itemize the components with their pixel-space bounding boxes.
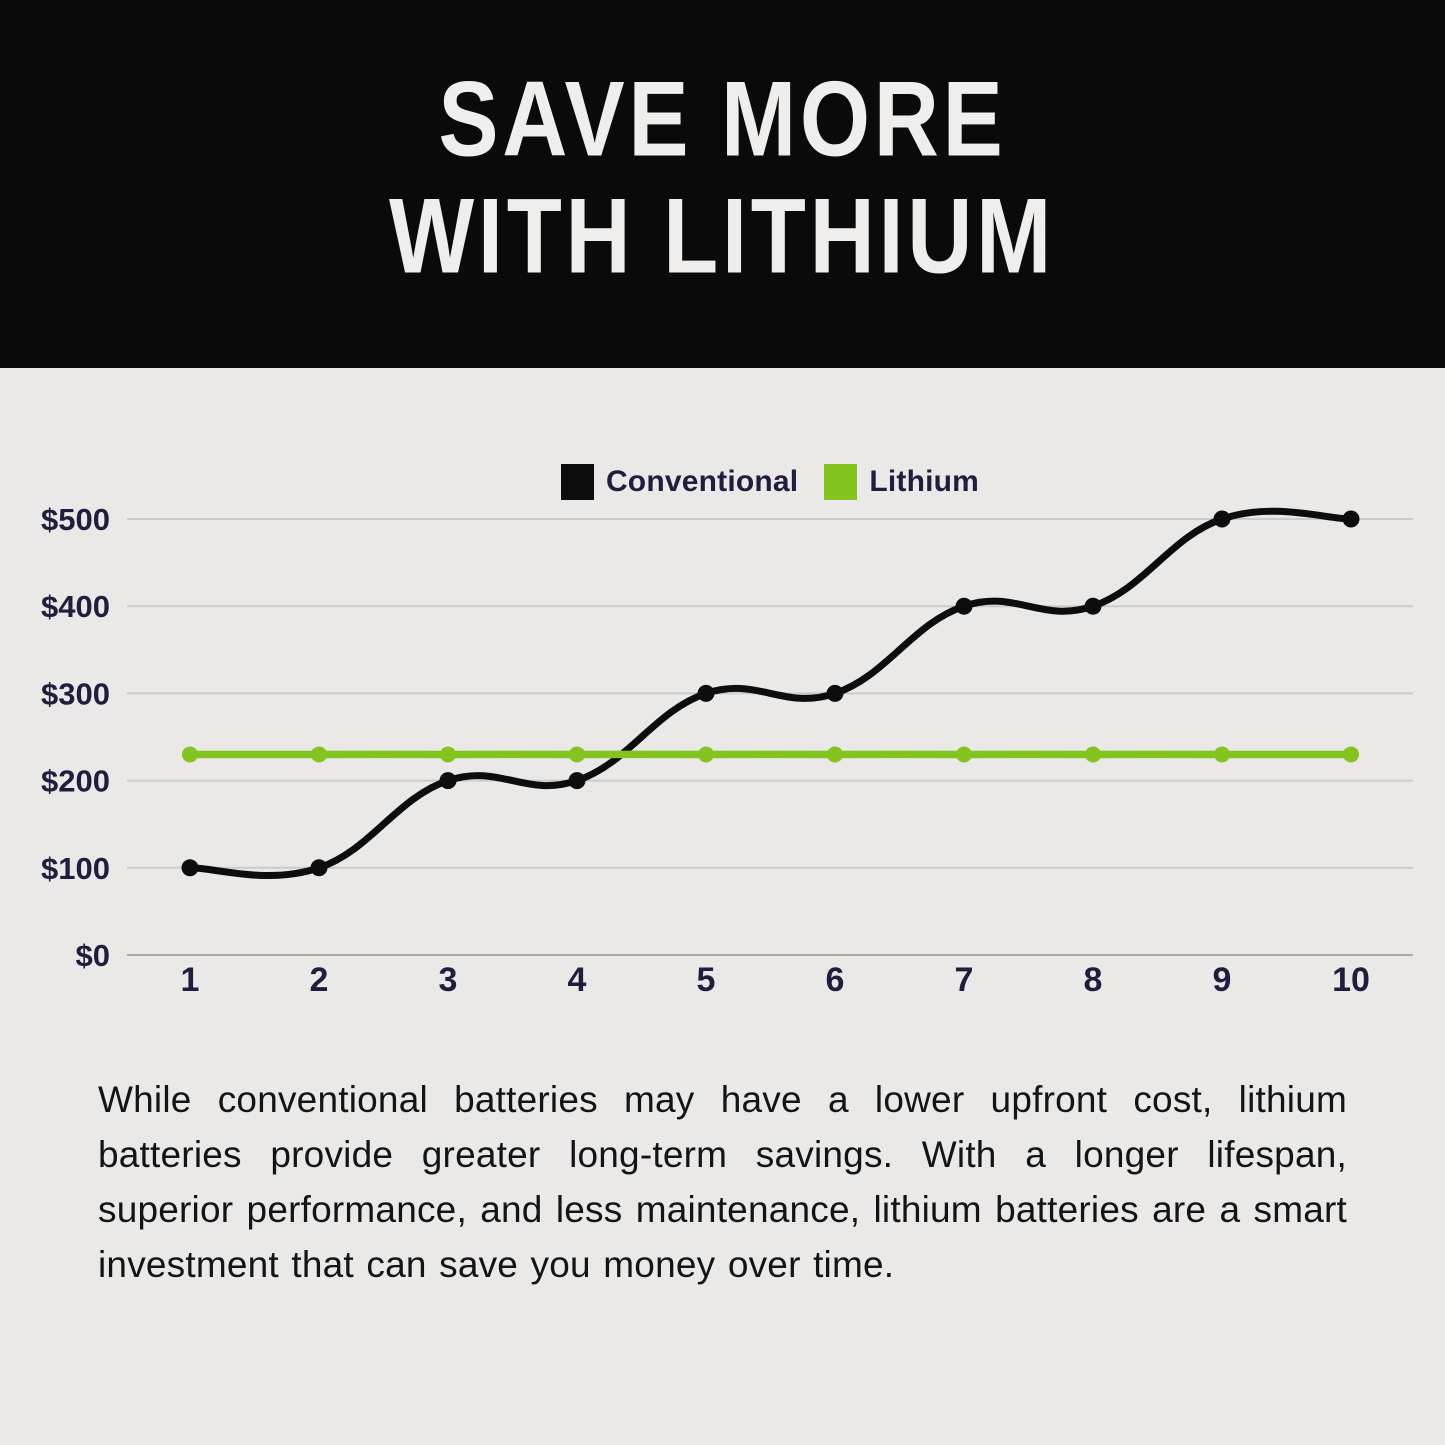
conventional-point [1342, 510, 1360, 528]
lithium-point [1214, 746, 1230, 763]
legend-item-conventional: Conventional [560, 464, 799, 500]
lithium-point [1343, 746, 1359, 763]
y-axis-label: $300 [41, 676, 110, 711]
line-chart: $0 $100 $200 $300 $400 $500 1 2 3 4 5 6 7 8 9 10 [41, 502, 1413, 999]
conventional-point [697, 684, 715, 702]
y-axis-label: $0 [76, 938, 110, 973]
conventional-point [1084, 597, 1102, 615]
x-axis-label: 3 [439, 961, 458, 999]
y-axis-label: $200 [41, 764, 110, 799]
conventional-point [955, 597, 973, 615]
lithium-point [1085, 746, 1101, 763]
x-axis-label: 9 [1213, 961, 1232, 999]
legend-label-conventional: Conventional [605, 465, 799, 498]
conventional-point [439, 772, 457, 790]
x-axis-label: 2 [310, 961, 329, 999]
lithium-point [827, 746, 843, 763]
conventional-swatch-icon [560, 464, 594, 500]
description-section: While conventional batteries may have a … [0, 1072, 1445, 1292]
x-axis-label: 6 [826, 961, 845, 999]
lithium-point [956, 746, 972, 763]
x-axis-label: 4 [568, 961, 587, 999]
x-axis-label: 1 [181, 961, 200, 999]
conventional-point [310, 859, 328, 877]
x-axis-label: 8 [1084, 961, 1103, 999]
lithium-point [311, 746, 327, 763]
conventional-point [826, 684, 844, 702]
legend-item-lithium: Lithium [824, 464, 979, 500]
conventional-point [568, 772, 586, 790]
x-axis-label: 5 [697, 961, 716, 999]
y-axis-label: $400 [41, 589, 110, 624]
lithium-point [182, 746, 198, 763]
chart-legend: Conventional Lithium [127, 464, 1413, 500]
lithium-point [440, 746, 456, 763]
lithium-swatch-icon [824, 464, 858, 500]
header-banner: SAVE MORE WITH LITHIUM [0, 0, 1445, 368]
chart-section: $0 $100 $200 $300 $400 $500 1 2 3 4 5 6 7 8 9 10 Conven… [0, 430, 1445, 1010]
x-axis-label: 10 [1332, 961, 1370, 999]
conventional-line [186, 507, 1355, 880]
legend-label-lithium: Lithium [869, 465, 980, 498]
conventional-point [1213, 510, 1231, 528]
page-title-line-2: WITH LITHIUM [389, 175, 1056, 296]
page-title-line-1: SAVE MORE [438, 58, 1007, 179]
x-axis-label: 7 [955, 961, 974, 999]
y-axis-label: $100 [41, 851, 110, 886]
description-text: While conventional batteries may have a … [98, 1079, 1347, 1285]
lithium-point [569, 746, 585, 763]
conventional-point [181, 859, 199, 877]
y-axis-label: $500 [41, 502, 110, 537]
lithium-point [698, 746, 714, 763]
